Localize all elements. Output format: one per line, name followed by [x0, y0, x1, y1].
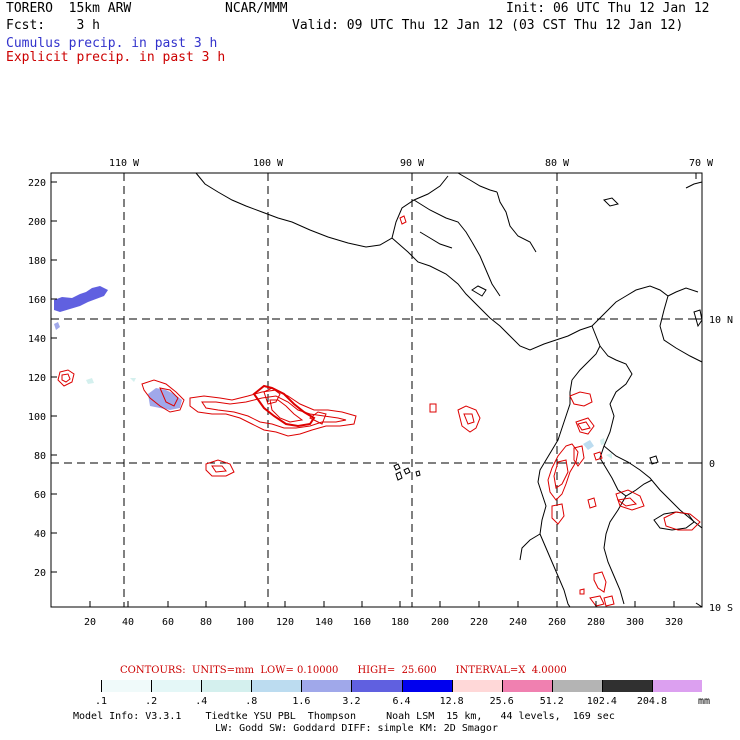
y-tick-label: 100: [28, 412, 46, 423]
colorbar-label: 204.8: [636, 696, 667, 707]
lat-label: 10 N: [709, 315, 733, 326]
latitude-labels: 10 N 0 10 S: [709, 315, 733, 614]
x-tick-label: 320: [665, 617, 683, 628]
contour-info: CONTOURS: UNITS=mm LOW= 0.10000 HIGH= 25…: [120, 665, 567, 676]
grid-y-ticks: 20 40 60 80 100 120 140 160 180 200 220: [28, 178, 46, 579]
explicit-precip-contours: [57, 215, 701, 607]
precipitation-map: 110 W 100 W 90 W 80 W 70 W 10 N 0 10 S 2…: [28, 158, 733, 628]
colorbar-cell: [51, 680, 102, 692]
lon-label: 90 W: [400, 158, 425, 169]
y-tick-label: 200: [28, 217, 46, 228]
x-tick-label: 160: [353, 617, 371, 628]
y-tick-label: 160: [28, 295, 46, 306]
cumulus-legend: Cumulus precip. in past 3 h: [6, 36, 218, 51]
map-frame: [50, 172, 703, 608]
lat-label: 0: [709, 459, 715, 470]
colorbar-cell: [251, 680, 302, 692]
model-info: Model Info: V3.3.1 Tiedtke YSU PBL Thomp…: [73, 711, 615, 722]
colorbar-label: .4: [195, 696, 208, 707]
colorbar-cell: [651, 680, 702, 692]
valid-time: Valid: 09 UTC Thu 12 Jan 12 (03 CST Thu …: [292, 18, 684, 33]
x-tick-label: 260: [548, 617, 566, 628]
organization-label: NCAR/MMM: [225, 1, 288, 16]
longitude-labels: 110 W 100 W 90 W 80 W 70 W: [109, 158, 714, 169]
axis-ticks: [51, 173, 703, 608]
colorbar-cell: [551, 680, 602, 692]
colorbar-cell: [201, 680, 252, 692]
x-tick-label: 180: [391, 617, 409, 628]
colorbar-cell: [601, 680, 652, 692]
grid-x-ticks: 20 40 60 80 100 120 140 160 180 200 220 …: [84, 617, 683, 628]
colorbar-cell: [501, 680, 552, 692]
x-tick-label: 140: [315, 617, 333, 628]
x-tick-label: 40: [122, 617, 134, 628]
colorbar-cell: [151, 680, 202, 692]
explicit-legend: Explicit precip. in past 3 h: [6, 50, 226, 65]
lon-label: 80 W: [545, 158, 570, 169]
colorbar-label: .2: [145, 696, 158, 707]
colorbar-label: 1.6: [292, 696, 311, 707]
lon-label: 70 W: [689, 158, 714, 169]
coastlines: [195, 172, 703, 608]
x-tick-label: 20: [84, 617, 96, 628]
colorbar-label: 12.8: [439, 696, 464, 707]
colorbar-label: .8: [245, 696, 258, 707]
x-tick-label: 120: [276, 617, 294, 628]
colorbar-cell: [401, 680, 452, 692]
x-tick-label: 280: [587, 617, 605, 628]
x-tick-label: 100: [236, 617, 254, 628]
y-tick-label: 140: [28, 334, 46, 345]
colorbar-cell: [451, 680, 502, 692]
y-tick-label: 40: [34, 529, 46, 540]
colorbar-cell: [101, 680, 152, 692]
init-time: Init: 06 UTC Thu 12 Jan 12: [506, 1, 710, 16]
colorbar-label: 102.4: [586, 696, 617, 707]
y-tick-label: 20: [34, 568, 46, 579]
lon-label: 110 W: [109, 158, 140, 169]
y-tick-label: 80: [34, 451, 46, 462]
physics-info: LW: Godd SW: Goddard DIFF: simple KM: 2D…: [215, 723, 498, 734]
colorbar-cell: [301, 680, 352, 692]
x-tick-label: 240: [509, 617, 527, 628]
forecast-hour: Fcst: 3 h: [6, 18, 100, 33]
lon-label: 100 W: [253, 158, 284, 169]
colorbar-label: 25.6: [489, 696, 514, 707]
colorbar-label: 6.4: [392, 696, 411, 707]
y-tick-label: 180: [28, 256, 46, 267]
cumulus-precip-areas: [54, 286, 612, 459]
graticule: [51, 173, 702, 607]
model-title: TORERO 15km ARW: [6, 1, 132, 16]
x-tick-label: 220: [470, 617, 488, 628]
colorbar-cell: [351, 680, 402, 692]
x-tick-label: 80: [200, 617, 212, 628]
x-tick-label: 60: [162, 617, 174, 628]
colorbar-unit: mm: [698, 696, 711, 707]
x-tick-label: 300: [626, 617, 644, 628]
colorbar-label: 3.2: [342, 696, 361, 707]
x-tick-label: 200: [431, 617, 449, 628]
y-tick-label: 120: [28, 373, 46, 384]
colorbar-label: .1: [95, 696, 108, 707]
colorbar-label: 51.2: [539, 696, 564, 707]
y-tick-label: 60: [34, 490, 46, 501]
lat-label: 10 S: [709, 603, 733, 614]
y-tick-label: 220: [28, 178, 46, 189]
